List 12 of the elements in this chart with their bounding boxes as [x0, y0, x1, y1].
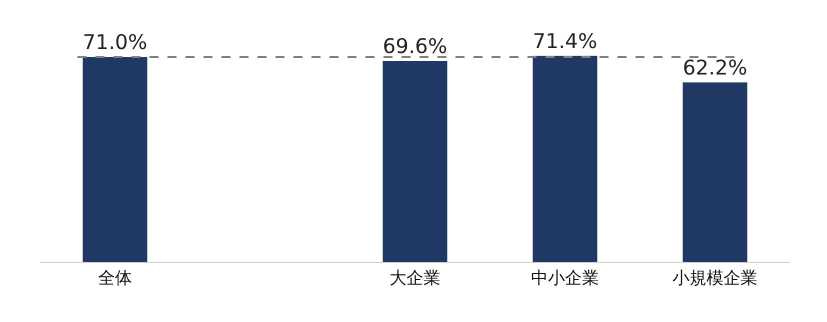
bar: [532, 56, 598, 262]
bar: [82, 57, 148, 262]
x-tick-label: 小規模企業: [672, 268, 758, 288]
x-tick-label: 中小企業: [531, 268, 599, 288]
x-tick-label: 全体: [98, 268, 132, 288]
bar: [682, 82, 748, 262]
data-label: 71.4%: [532, 29, 598, 54]
x-tick-label: 大企業: [390, 268, 440, 288]
bar: [382, 61, 448, 262]
data-label: 71.0%: [82, 30, 148, 54]
data-label: 62.2%: [682, 56, 748, 80]
data-label: 69.6%: [382, 34, 448, 58]
